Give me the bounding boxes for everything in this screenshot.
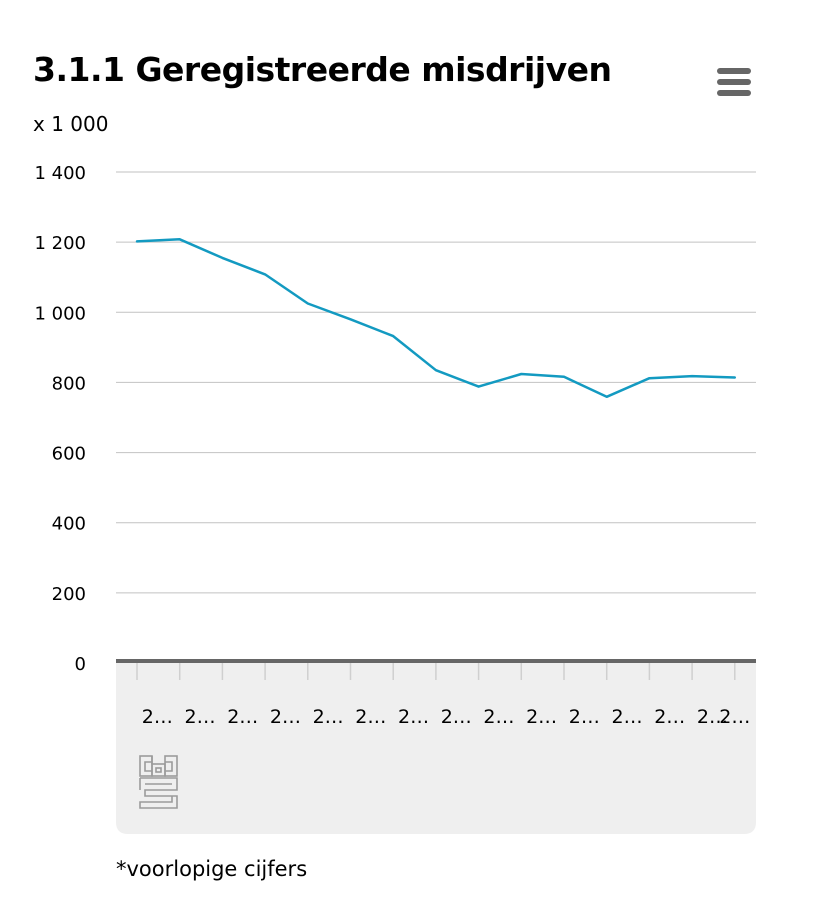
x-tick-label: 2… [270,706,301,728]
chart-title: 3.1.1 Geregistreerde misdrijven [33,50,612,89]
x-tick-label: 2… [483,706,514,728]
y-tick-label: 1 400 [34,163,86,184]
data-point[interactable] [601,391,613,403]
x-tick-label: 2… [227,706,258,728]
series-group [131,233,741,403]
data-point[interactable] [387,330,399,342]
y-tick-label: 0 [75,654,86,675]
data-point[interactable] [345,313,357,325]
y-tick-label: 200 [52,584,86,605]
data-point[interactable] [259,268,271,280]
data-point[interactable] [686,370,698,382]
x-tick-label: 2… [185,706,216,728]
y-tick-label: 600 [52,444,86,465]
x-tick-label: 2… [719,706,750,728]
hamburger-icon-bar-top [717,68,751,74]
data-point[interactable] [302,298,314,310]
x-tick-label: 2… [526,706,557,728]
x-tick-label: 2… [142,706,173,728]
y-axis-unit-label: x 1 000 [33,112,109,136]
data-point[interactable] [430,364,442,376]
x-tick-label: 2… [313,706,344,728]
y-tick-label: 800 [52,373,86,394]
cbs-logo-icon [139,755,178,809]
x-tick-label: 2… [441,706,472,728]
x-tick-label: 2… [398,706,429,728]
series-line[interactable] [135,238,737,399]
y-tick-label: 1 200 [34,233,86,254]
y-tick-label: 400 [52,514,86,535]
data-point[interactable] [558,371,570,383]
x-tick-label: 2… [569,706,600,728]
y-tick-label: 1 000 [34,303,86,324]
footnote: *voorlopige cijfers [116,857,308,881]
grid-lines [116,171,756,594]
data-point[interactable] [643,372,655,384]
x-axis-band [116,662,756,834]
x-tick-label: 2… [355,706,386,728]
hamburger-icon-bar-middle [717,79,751,85]
data-point[interactable] [174,233,186,245]
data-point[interactable] [216,252,228,264]
data-point[interactable] [729,372,741,384]
hamburger-icon-bar-bottom [717,90,751,96]
x-axis-ticks: 2… 2… 2… 2… 2… 2… 2… 2… 2… 2… 2… 2… 2… 2…2… [136,663,750,728]
x-tick-label: 2… [612,706,643,728]
chart-menu-button[interactable] [712,62,756,102]
y-axis-ticks: 0 200 400 600 800 1 000 1 200 1 400 [34,163,86,675]
data-point[interactable] [473,381,485,393]
x-tick-label: 2… [654,706,685,728]
data-point[interactable] [131,235,143,247]
x-tick-label: 2… [697,706,728,728]
data-point[interactable] [515,368,527,380]
